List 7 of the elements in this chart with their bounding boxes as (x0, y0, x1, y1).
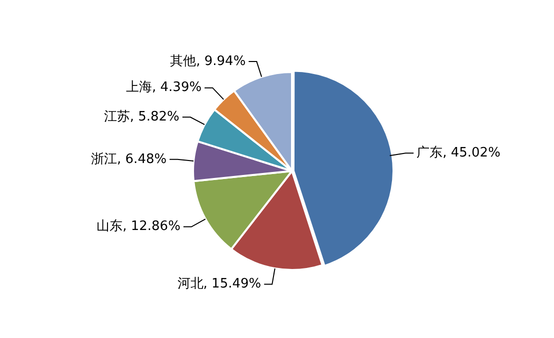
slice-label: 上海, 4.39% (126, 80, 202, 96)
slice-label: 山东, 12.86% (96, 219, 180, 234)
slice-label: 浙江, 6.48% (91, 152, 167, 167)
slice-label: 江苏, 5.82% (104, 110, 180, 124)
slice-label: 河北, 15.49% (177, 276, 262, 292)
slice-label: 其他, 9.94% (170, 54, 246, 69)
slice-label: 广东, 45.02% (416, 145, 500, 160)
